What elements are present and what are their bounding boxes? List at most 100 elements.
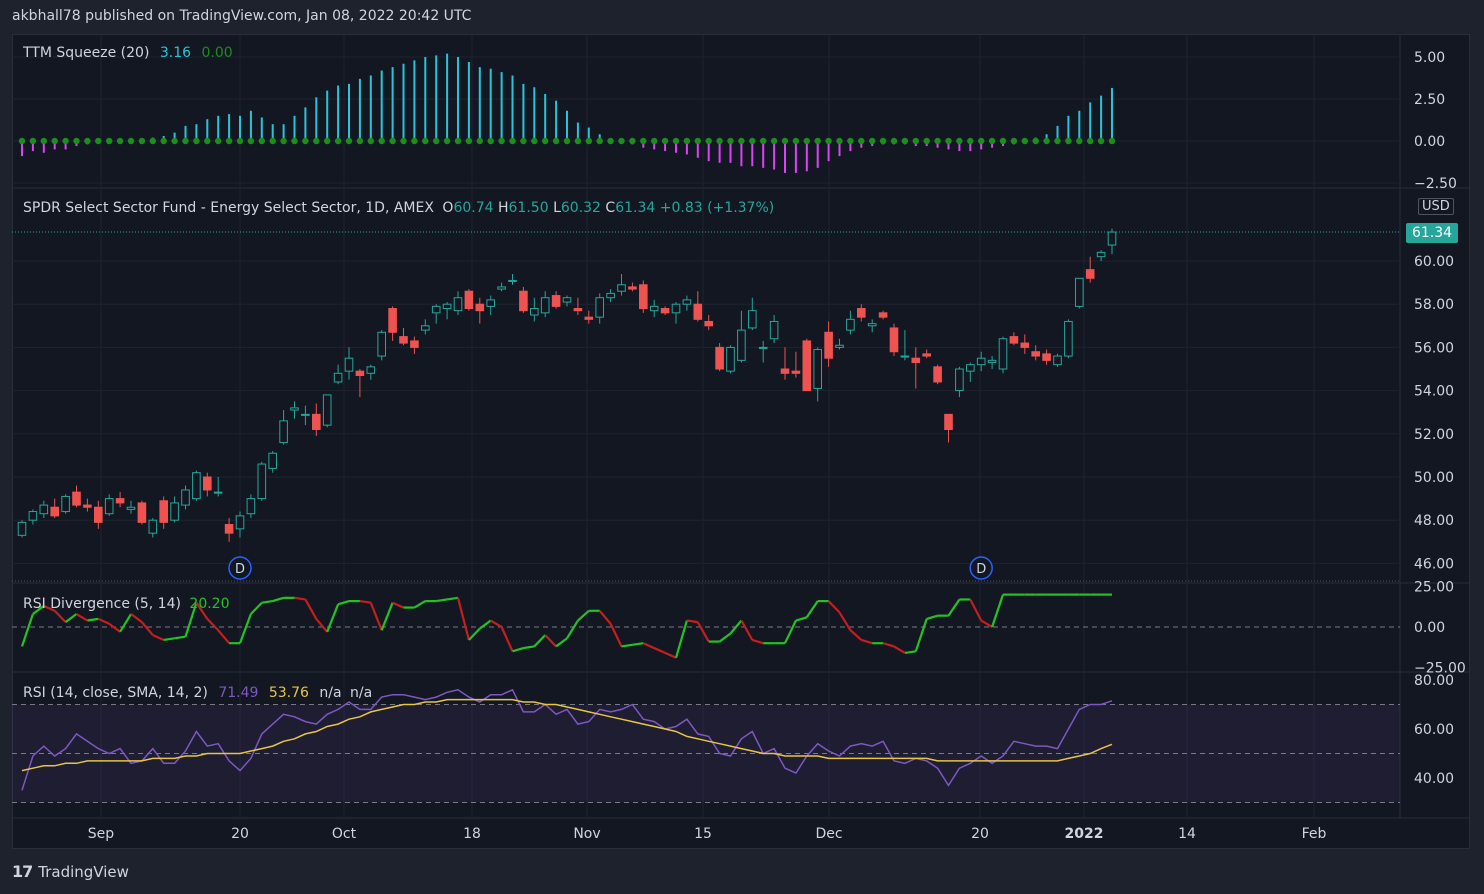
squeeze-dot: [923, 137, 930, 145]
price-y-tick: 58.00: [1414, 297, 1454, 313]
squeeze-dot: [302, 137, 309, 145]
candle-body: [693, 303, 703, 320]
dividend-marker: [969, 556, 993, 580]
squeeze-dot: [738, 137, 745, 145]
squeeze-dot: [869, 137, 876, 145]
candle-body: [976, 357, 986, 366]
squeeze-dot: [531, 137, 538, 145]
candle-body: [1009, 336, 1019, 344]
squeeze-dot: [18, 137, 26, 145]
candle-body: [573, 308, 583, 312]
candle-body: [17, 521, 27, 536]
candle-body: [181, 489, 190, 506]
candle-body: [508, 279, 517, 282]
main-legend: SPDR Select Sector Fund - Energy Select …: [23, 200, 774, 216]
candle-body: [595, 297, 605, 318]
rsi-div-y-tick: −25.00: [1414, 661, 1466, 677]
rsi-div-segment: [206, 618, 219, 632]
rsi-div-segment: [621, 643, 633, 648]
rsi-div-segment: [359, 599, 371, 604]
squeeze-value: 3.16: [159, 45, 192, 61]
dividend-marker: [228, 556, 252, 580]
candle-body: [486, 299, 495, 307]
squeeze-dot: [291, 137, 298, 145]
candle-body: [671, 303, 681, 314]
rsi-pane: [12, 688, 1400, 803]
last-price-tag: 61.34: [1406, 223, 1458, 243]
tradingview-footer[interactable]: 17 TradingView: [12, 862, 129, 881]
candle-body: [126, 506, 136, 510]
currency-label[interactable]: USD: [1418, 198, 1454, 215]
squeeze-dot: [542, 137, 549, 145]
ohlc-change: +0.83 (+1.37%): [659, 200, 775, 216]
squeeze-dot: [204, 137, 211, 145]
squeeze-dot: [563, 137, 571, 145]
candle-body: [660, 308, 670, 314]
squeeze-dot: [40, 137, 47, 145]
rsi-div-segment: [490, 619, 503, 628]
squeeze-dot: [411, 137, 418, 145]
rsi-div-segment: [53, 610, 67, 623]
squeeze-title: TTM Squeeze (20): [23, 45, 150, 61]
candle-body: [998, 338, 1008, 370]
squeeze-dot: [334, 137, 342, 145]
rsi-ma-value: 53.76: [268, 685, 309, 701]
squeeze-dot: [694, 137, 701, 145]
squeeze-dot: [999, 137, 1007, 145]
squeeze-dot: [51, 137, 58, 145]
squeeze-dot: [596, 137, 603, 145]
rsi-div-segment: [97, 617, 110, 625]
x-axis-label: 2022: [1065, 826, 1104, 842]
rsi-div-segment: [980, 619, 993, 628]
rsi-div-segment: [729, 619, 743, 635]
rsi-div-segment: [163, 637, 175, 642]
candle-body: [410, 340, 419, 348]
candle-body: [148, 519, 158, 534]
squeeze-dot: [422, 137, 429, 145]
candle-body: [780, 368, 790, 374]
rsi-div-segment: [577, 609, 590, 622]
rsi-value: 71.49: [218, 685, 259, 701]
squeeze-dot: [672, 137, 680, 145]
rsi-div-segment: [784, 620, 797, 644]
rsi-div-segment: [468, 627, 481, 641]
candle-body: [802, 340, 812, 392]
rsi-y-tick: 40.00: [1414, 771, 1454, 787]
rsi-div-segment: [838, 611, 852, 631]
rsi-y-tick: 80.00: [1414, 673, 1454, 689]
rsi-div-segment: [130, 613, 143, 624]
squeeze-dot: [476, 137, 483, 145]
candle-body: [290, 407, 299, 411]
squeeze-dot: [247, 137, 255, 145]
rsi-div-segment: [533, 634, 546, 648]
rsi-sma-line: [21, 698, 1113, 772]
candle-body: [867, 323, 877, 327]
rsi-y-tick: 60.00: [1414, 722, 1454, 738]
candle-body: [137, 502, 147, 523]
candle-body: [83, 504, 92, 508]
squeeze-dot: [901, 137, 909, 145]
ohlc-c: 61.34: [615, 200, 656, 216]
rsi-div-segment: [653, 647, 666, 654]
candle-body: [1053, 355, 1062, 366]
ohlc-h-label: H: [497, 200, 509, 216]
squeeze-dot: [1010, 137, 1018, 145]
rsi-div-segment: [718, 632, 732, 643]
rsi-div-legend: RSI Divergence (5, 14) 20.20: [23, 596, 230, 612]
rsi-div-segment: [609, 623, 623, 647]
rsi-div-segment: [294, 596, 306, 601]
squeeze-dot: [956, 137, 963, 145]
candle-body: [377, 331, 386, 357]
price-y-tick: 54.00: [1414, 384, 1454, 400]
dividend-marker-label: D: [976, 562, 986, 577]
squeeze-dot: [84, 137, 91, 145]
rsi-divergence-pane: [12, 593, 1400, 659]
rsi-div-segment: [544, 634, 557, 648]
candle-body: [966, 364, 975, 372]
chart-frame[interactable]: [12, 34, 1470, 849]
rsi-div-segment: [304, 598, 318, 620]
candle-body: [399, 336, 408, 344]
squeeze-dot: [1021, 137, 1028, 145]
